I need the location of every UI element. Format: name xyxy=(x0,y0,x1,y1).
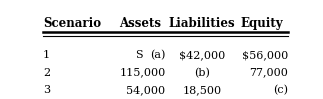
Text: Assets: Assets xyxy=(120,17,162,30)
Text: Liabilities: Liabilities xyxy=(169,17,235,30)
Text: Scenario: Scenario xyxy=(43,17,101,30)
Text: (c): (c) xyxy=(273,85,288,95)
Text: $42,000: $42,000 xyxy=(179,50,225,60)
Text: (a): (a) xyxy=(150,50,166,60)
Text: 77,000: 77,000 xyxy=(249,68,288,78)
Text: 54,000: 54,000 xyxy=(126,85,166,95)
Text: 3: 3 xyxy=(43,85,50,95)
Text: Equity: Equity xyxy=(241,17,283,30)
Text: S: S xyxy=(136,50,143,60)
Text: 18,500: 18,500 xyxy=(182,85,221,95)
Text: 1: 1 xyxy=(43,50,50,60)
Text: 115,000: 115,000 xyxy=(119,68,166,78)
Text: (b): (b) xyxy=(194,68,210,78)
Text: $56,000: $56,000 xyxy=(242,50,288,60)
Text: 2: 2 xyxy=(43,68,50,78)
